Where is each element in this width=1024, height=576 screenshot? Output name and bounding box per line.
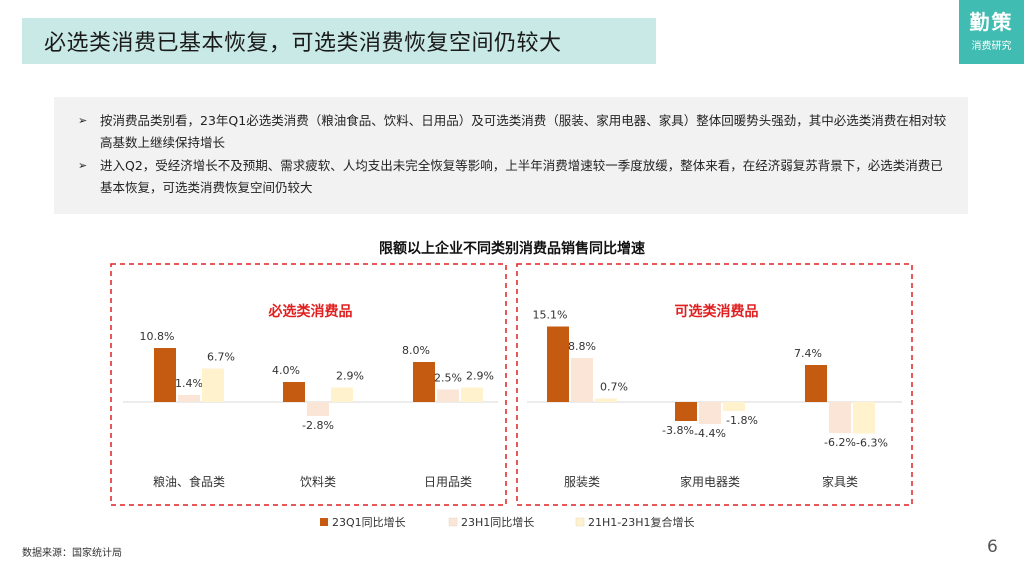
bar: [595, 398, 617, 402]
group-box: [110, 263, 507, 506]
data-label: 10.8%: [140, 330, 175, 343]
legend-swatch: [448, 517, 458, 527]
data-source-note: 数据来源：国家统计局: [22, 548, 122, 559]
group-label: 必选类消费品: [268, 303, 353, 320]
brand-logo-name: 勤策: [969, 10, 1014, 34]
summary-bullet-text: 进入Q2，受经济增长不及预期、需求疲软、人均支出未完全恢复等影响，上半年消费增速…: [100, 158, 943, 195]
legend-label: 23Q1同比增长: [332, 515, 406, 529]
group-label: 可选类消费品: [675, 303, 759, 320]
bar: [437, 389, 459, 402]
bar: [571, 358, 593, 402]
category-label: 饮料类: [300, 475, 336, 489]
summary-bullet-text: 按消费品类别看，23年Q1必选类消费（粮油食品、饮料、日用品）及可选类消费（服装…: [100, 113, 947, 150]
bar: [202, 368, 224, 402]
category-label: 服装类: [564, 475, 600, 489]
chart-title: 限额以上企业不同类别消费品销售同比增速: [379, 240, 645, 257]
bar: [699, 402, 721, 424]
category-label: 日用品类: [424, 475, 472, 489]
data-label: 8.8%: [568, 340, 596, 353]
data-label: 7.4%: [794, 347, 822, 360]
data-label: 15.1%: [533, 309, 568, 322]
legend-label: 21H1-23H1复合增长: [588, 515, 695, 529]
legend-label: 23H1同比增长: [461, 515, 534, 529]
bar: [154, 348, 176, 402]
data-label: -6.3%: [856, 437, 888, 450]
legend-swatch: [320, 518, 328, 526]
data-label: 2.5%: [434, 372, 462, 385]
data-label: 4.0%: [272, 364, 300, 377]
brand-logo-sub: 消费研究: [971, 41, 1012, 52]
summary-bullet: ➢ 按消费品类别看，23年Q1必选类消费（粮油食品、饮料、日用品）及可选类消费（…: [78, 110, 948, 154]
bar: [853, 402, 875, 434]
data-label: -6.2%: [824, 436, 856, 449]
bar: [547, 326, 569, 402]
data-label: -4.4%: [694, 427, 726, 440]
bar: [723, 402, 745, 411]
bar: [805, 365, 827, 402]
bar: [307, 402, 329, 416]
category-label: 家用电器类: [680, 474, 740, 489]
bar: [461, 387, 483, 402]
bar: [283, 382, 305, 402]
bar: [178, 395, 200, 402]
page-title: 必选类消费已基本恢复，可选类消费恢复空间仍较大: [44, 31, 562, 56]
bar: [331, 387, 353, 402]
chart-plot-area: 必选类消费品 可选类消费品 10.8% 4.0% 8.0% 15.1% -3.8% 7.4% 1…: [110, 263, 913, 529]
data-label: 0.7%: [600, 381, 628, 394]
data-label: 1.4%: [175, 377, 203, 390]
data-label: 2.9%: [466, 370, 494, 383]
data-label: -2.8%: [302, 419, 334, 432]
group-box: [516, 263, 913, 506]
arrow-bullet-icon: ➢: [78, 114, 88, 127]
category-label: 粮油、食品类: [153, 474, 225, 489]
brand-logo: 勤策 消费研究: [959, 0, 1024, 64]
page-title-box: 必选类消费已基本恢复，可选类消费恢复空间仍较大: [22, 18, 656, 64]
summary-box: ➢ 按消费品类别看，23年Q1必选类消费（粮油食品、饮料、日用品）及可选类消费（…: [54, 97, 968, 214]
category-label: 家具类: [822, 474, 858, 489]
data-label: -3.8%: [662, 424, 694, 437]
bar: [675, 402, 697, 421]
data-label: 6.7%: [207, 351, 235, 364]
legend-swatch: [575, 517, 585, 527]
data-label: -1.8%: [726, 414, 758, 427]
bar: [829, 402, 851, 433]
bar: [413, 362, 435, 402]
summary-bullet: ➢ 进入Q2，受经济增长不及预期、需求疲软、人均支出未完全恢复等影响，上半年消费…: [78, 155, 948, 199]
arrow-bullet-icon: ➢: [78, 159, 88, 172]
data-label: 8.0%: [402, 344, 430, 357]
page-number: 6: [987, 537, 998, 557]
data-label: 2.9%: [336, 370, 364, 383]
